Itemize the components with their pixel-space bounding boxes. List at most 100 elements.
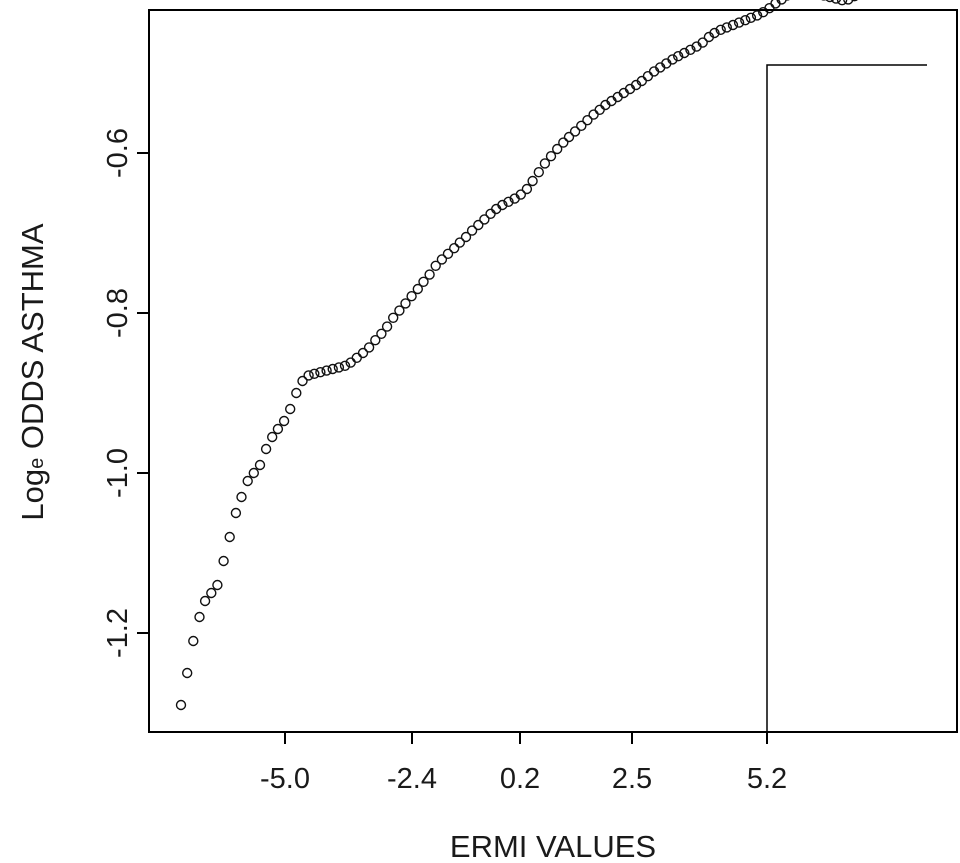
data-point (430, 260, 441, 271)
data-point (297, 375, 308, 387)
data-point (388, 312, 399, 323)
data-point (291, 387, 302, 399)
data-point (206, 587, 217, 599)
data-point (254, 459, 266, 471)
data-point (412, 283, 423, 295)
data-point (679, 47, 690, 59)
data-point (363, 342, 375, 353)
data-point (175, 699, 187, 711)
data-point (436, 254, 448, 265)
data-point (309, 368, 320, 379)
data-point (563, 131, 575, 143)
y-axis: -1.2 -1.0 -0.8 -0.6 (102, 128, 149, 658)
y-tick-label: -1.0 (102, 448, 134, 498)
data-point (667, 54, 678, 65)
data-point (740, 15, 751, 26)
data-point (685, 44, 696, 55)
data-point (400, 298, 411, 309)
plot-frame (148, 9, 958, 733)
data-point (715, 24, 726, 35)
data-point (285, 403, 296, 415)
data-point (194, 611, 205, 623)
data-point (260, 443, 272, 455)
data-point (830, 0, 842, 4)
data-point (339, 360, 351, 371)
data-point (727, 19, 739, 31)
data-point (733, 17, 745, 28)
x-axis: -5.0 -2.4 0.2 2.5 5.2 (260, 732, 787, 795)
data-point (843, 0, 854, 5)
data-point (569, 126, 581, 137)
data-point (381, 321, 393, 332)
data-point (454, 237, 465, 248)
y-tick-label: -0.6 (102, 128, 134, 178)
data-points (175, 0, 858, 711)
data-point (406, 291, 417, 302)
data-point (776, 0, 787, 5)
data-point (449, 242, 460, 254)
data-point (745, 12, 757, 23)
data-point (327, 363, 338, 375)
data-point (697, 37, 708, 48)
data-point (351, 352, 362, 363)
data-point (272, 423, 284, 435)
data-point (825, 0, 835, 3)
data-point (497, 199, 508, 211)
data-point (503, 196, 514, 208)
y-tick-label: -0.8 (102, 288, 134, 338)
data-point (442, 248, 454, 260)
data-point (545, 150, 557, 162)
data-point (199, 595, 211, 607)
data-point (376, 328, 387, 339)
data-point (836, 0, 848, 6)
data-point (533, 166, 544, 178)
data-point (394, 305, 405, 316)
data-point (709, 27, 720, 39)
data-point (721, 22, 732, 33)
y-axis-title-suffix: ODDS ASTHMA (15, 223, 50, 458)
x-tick-label: 5.2 (747, 763, 787, 795)
data-point (181, 667, 193, 679)
reference-line (766, 64, 927, 732)
data-point (460, 231, 472, 243)
data-point (466, 225, 478, 236)
data-point (230, 507, 242, 519)
data-point (539, 158, 551, 169)
y-axis-title: Loge ODDS ASTHMA (15, 223, 50, 520)
data-point (278, 415, 290, 427)
y-tick-label: -1.2 (102, 608, 134, 658)
x-tick-label: -5.0 (260, 763, 310, 795)
data-point (642, 70, 654, 82)
data-point (521, 183, 533, 195)
data-point (485, 208, 496, 220)
data-point (582, 114, 593, 126)
data-point (218, 555, 229, 567)
data-point (594, 104, 605, 116)
data-point (267, 431, 278, 443)
data-point (418, 276, 429, 287)
data-point (850, 0, 858, 2)
x-tick-label: -2.4 (387, 763, 437, 795)
x-axis-title: ERMI VALUES (450, 829, 656, 863)
data-point (321, 365, 332, 376)
data-point (248, 467, 260, 479)
data-point (212, 579, 223, 591)
x-tick-label: 2.5 (612, 763, 652, 795)
data-point (424, 269, 435, 280)
data-point (303, 370, 314, 381)
data-point (527, 175, 538, 187)
data-point (673, 51, 684, 62)
data-point (479, 214, 490, 225)
y-axis-title-subscript: e (26, 458, 48, 469)
data-point (558, 137, 569, 148)
data-point (242, 475, 253, 487)
data-point (552, 143, 563, 155)
x-tick-label: 0.2 (500, 763, 540, 795)
data-point (315, 367, 326, 378)
data-point (224, 531, 235, 543)
data-point (188, 635, 199, 647)
data-point (333, 362, 345, 373)
data-point (515, 189, 526, 200)
y-axis-title-prefix: Log (15, 469, 50, 521)
